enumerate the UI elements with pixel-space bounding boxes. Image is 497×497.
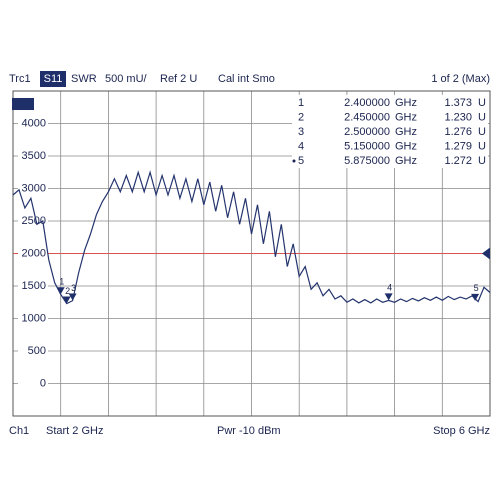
trace-label: Trc1 [9,73,31,85]
marker-id: 3 [71,283,76,293]
ref-label: Ref 2 U [160,73,197,85]
reference-arrow [482,247,490,260]
y-tick-label-bg [18,246,48,261]
y-tick-label: 4000 [22,117,46,129]
marker-table-y: 1.373 [444,97,472,109]
stop-label: Stop 6 GHz [433,425,490,437]
y-tick-label: 1000 [22,312,46,324]
parameter-label: S11 [44,73,63,85]
marker-table-x-unit: GHz [395,126,417,138]
marker-table-id: 1 [298,97,304,109]
y-tick-label: 2000 [22,247,46,259]
marker-id: 5 [474,283,479,293]
scale-label: 500 mU/ [105,73,148,85]
marker-id: 1 [59,277,64,287]
marker-triangle [56,287,65,295]
y-tick-label: 2500 [22,215,46,227]
y-tick-label: 0 [40,377,46,389]
marker-table-y: 1.279 [444,140,472,152]
marker-table-x: 5.150000 [344,140,390,152]
marker-table-x-unit: GHz [395,155,417,167]
marker-table-x: 2.500000 [344,126,390,138]
marker-table-bg [292,95,488,168]
status-box [12,98,34,110]
parameter-box [40,71,66,87]
active-marker-dot [292,159,296,163]
y-tick-label: 1500 [22,280,46,292]
y-tick-label-bg [18,344,48,358]
y-tick-label-bg [18,116,48,131]
y-tick-label-bg [18,181,48,196]
power-label: Pwr -10 dBm [217,425,281,437]
marker-table-y-unit: U [478,155,486,167]
cal-label: Cal int Smo [218,73,275,85]
marker-table-x-unit: GHz [395,111,417,123]
y-tick-label-bg [18,279,48,293]
marker-table-y-unit: U [478,97,486,109]
page-label: 1 of 2 (Max) [431,73,490,85]
marker-table-x-unit: GHz [395,140,417,152]
y-tick-label-bg [18,376,48,391]
marker-triangle [62,296,71,304]
marker-triangle [384,293,393,301]
channel-label: Ch1 [9,425,29,437]
marker-table-id: 5 [298,155,304,167]
marker-triangle [471,293,480,301]
marker-table-x: 2.400000 [344,97,390,109]
y-tick-label: 500 [28,345,46,357]
y-tick-label-bg [18,149,48,163]
marker-table-x: 5.875000 [344,155,390,167]
marker-table-y: 1.276 [444,126,472,138]
marker-table-y-unit: U [478,126,486,138]
marker-id: 2 [65,286,70,296]
format-label: SWR [71,73,97,85]
start-label: Start 2 GHz [46,425,103,437]
marker-table-y: 1.272 [444,155,472,167]
y-tick-label-bg [18,311,48,326]
marker-table-id: 3 [298,126,304,138]
marker-table-x: 2.450000 [344,111,390,123]
trace [12,170,491,305]
marker-table-id: 2 [298,111,304,123]
y-tick-label: 3500 [22,150,46,162]
marker-table-y: 1.230 [444,111,472,123]
marker-triangle [68,293,77,301]
y-tick-label-bg [18,214,48,228]
marker-table-id: 4 [298,140,304,152]
marker-id: 4 [387,283,392,293]
marker-table-y-unit: U [478,140,486,152]
marker-table-x-unit: GHz [395,97,417,109]
y-tick-label: 3000 [22,182,46,194]
marker-table-y-unit: U [478,111,486,123]
